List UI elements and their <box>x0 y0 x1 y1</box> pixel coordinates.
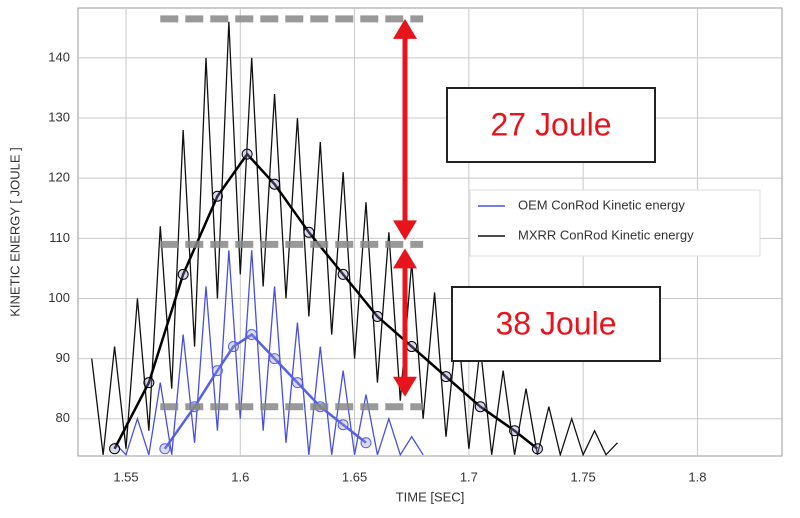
x-tick-label: 1.65 <box>342 469 367 484</box>
x-tick-label: 1.6 <box>231 469 249 484</box>
trend-marker <box>360 437 372 449</box>
x-tick-label: 1.55 <box>113 469 138 484</box>
y-axis-label: KINETIC ENERGY [ JOULE ] <box>7 147 22 317</box>
trend-marker <box>246 329 258 341</box>
x-tick-label: 1.8 <box>688 469 706 484</box>
trend-marker <box>269 353 281 365</box>
trend-marker <box>159 443 171 455</box>
trend-marker <box>474 401 486 413</box>
trend-marker <box>269 178 281 190</box>
trend-marker <box>143 377 155 389</box>
y-tick-label: 100 <box>48 290 70 305</box>
annotation-box <box>446 87 656 163</box>
annotation-text: 38 Joule <box>496 305 617 341</box>
arrow-head <box>393 376 417 397</box>
trend-marker <box>406 341 418 353</box>
trend-marker <box>337 268 349 280</box>
trend-marker <box>109 443 121 455</box>
trend-marker <box>211 365 223 377</box>
trend-marker <box>509 425 521 437</box>
x-tick-label: 1.7 <box>460 469 478 484</box>
trend-marker <box>241 148 253 160</box>
trend-marker <box>227 341 239 353</box>
trend-marker <box>371 310 383 322</box>
trend-line <box>113 152 539 450</box>
y-tick-label: 140 <box>48 49 70 64</box>
trend-marker <box>303 226 315 238</box>
trend-marker <box>440 371 452 383</box>
x-tick-label: 1.75 <box>570 469 595 484</box>
legend-label: MXRR ConRod Kinetic energy <box>518 227 694 242</box>
arrow-head <box>393 18 417 39</box>
series-line <box>114 250 424 456</box>
arrow-head <box>393 248 417 269</box>
x-axis-label: TIME [SEC] <box>396 489 465 504</box>
annotation-box <box>451 286 661 362</box>
arrow-head <box>393 220 417 241</box>
y-tick-label: 80 <box>56 410 70 425</box>
trend-marker <box>337 419 349 431</box>
trend-marker <box>211 190 223 202</box>
annotation-text: 27 Joule <box>491 106 612 142</box>
trend-marker <box>177 268 189 280</box>
trend-marker <box>531 443 543 455</box>
y-tick-label: 110 <box>49 230 70 245</box>
legend-label: OEM ConRod Kinetic energy <box>518 197 685 212</box>
legend-box <box>469 189 761 257</box>
y-tick-label: 130 <box>48 109 70 124</box>
series-line <box>91 21 618 456</box>
y-tick-label: 120 <box>48 170 70 185</box>
y-tick-label: 90 <box>56 350 70 365</box>
trend-line <box>163 332 367 450</box>
trend-marker <box>291 377 303 389</box>
